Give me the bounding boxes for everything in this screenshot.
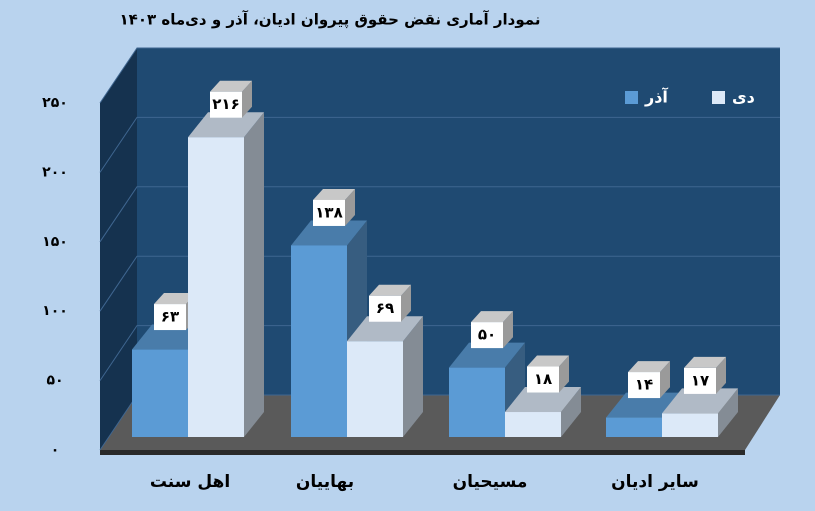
bar-top [606,392,682,418]
value-label: ۱۷ [691,371,709,389]
value-label: ۱۸ [534,370,552,388]
label-side [503,311,513,349]
grid-line [99,47,780,104]
y-tick-label: ۲۵۰ [42,95,68,111]
bar-side [403,316,423,437]
bar-top [347,316,423,342]
x-tick-label: سایر ادیان [611,472,699,492]
grid-line [99,325,780,381]
grid-line [99,186,780,243]
label-top [628,361,670,373]
bar-top [662,388,738,414]
bar [188,137,244,437]
bar [505,412,561,437]
value-label: ۱۳۸ [315,203,342,221]
y-tick-label: ۱۰۰ [42,303,68,319]
value-label: ۲۱۶ [212,95,239,113]
bar [291,245,347,437]
bar [132,349,188,437]
label-side [559,355,569,393]
bar-top [188,112,264,138]
label-side [242,80,252,118]
legend-label: آذر [644,87,668,107]
y-tick-label: ۰ [51,442,60,458]
value-label: ۱۴ [635,376,653,394]
bar [662,413,718,437]
bar-side [718,388,738,437]
bar [347,341,403,437]
label-box [154,304,186,331]
x-tick-label: مسیحیان [453,472,528,492]
value-label: ۶۹ [376,299,394,317]
y-tick-label: ۱۵۰ [42,234,68,250]
value-label: ۶۳ [161,308,179,326]
x-tick-label: بهاییان [296,472,354,492]
label-top [471,311,513,323]
label-top [369,284,411,296]
left-wall [100,48,137,450]
label-top [313,188,355,200]
label-side [716,356,726,394]
chart-title: نمودار آماری نقض حقوق پیروان ادیان، آذر … [120,11,541,30]
y-tick-label: ۵۰ [46,373,63,389]
label-side [345,188,355,226]
bar [449,367,505,437]
grid-line [99,255,780,312]
x-tick-label: اهل سنت [150,472,230,492]
floor-edge [100,450,745,455]
legend-label: دی [732,88,755,107]
value-label: ۵۰ [478,326,496,344]
bar [606,417,662,437]
label-top [210,80,252,92]
label-top [684,356,726,368]
y-tick-label: ۲۰۰ [42,164,68,180]
label-top [154,293,196,305]
label-box [210,91,242,118]
label-box [628,372,660,399]
label-box [684,367,716,394]
legend-swatch [625,91,638,104]
bar-top [449,342,525,368]
grid-line [99,116,780,173]
bar-top [291,220,367,246]
bar-side [244,112,264,437]
legend-swatch [712,91,725,104]
label-box [527,366,559,393]
label-top [527,355,569,367]
label-box [313,199,345,226]
label-box [471,322,503,349]
bar-top [505,387,581,413]
label-side [401,284,411,322]
label-box [369,295,401,322]
bar-side [561,387,581,437]
label-side [660,361,670,399]
